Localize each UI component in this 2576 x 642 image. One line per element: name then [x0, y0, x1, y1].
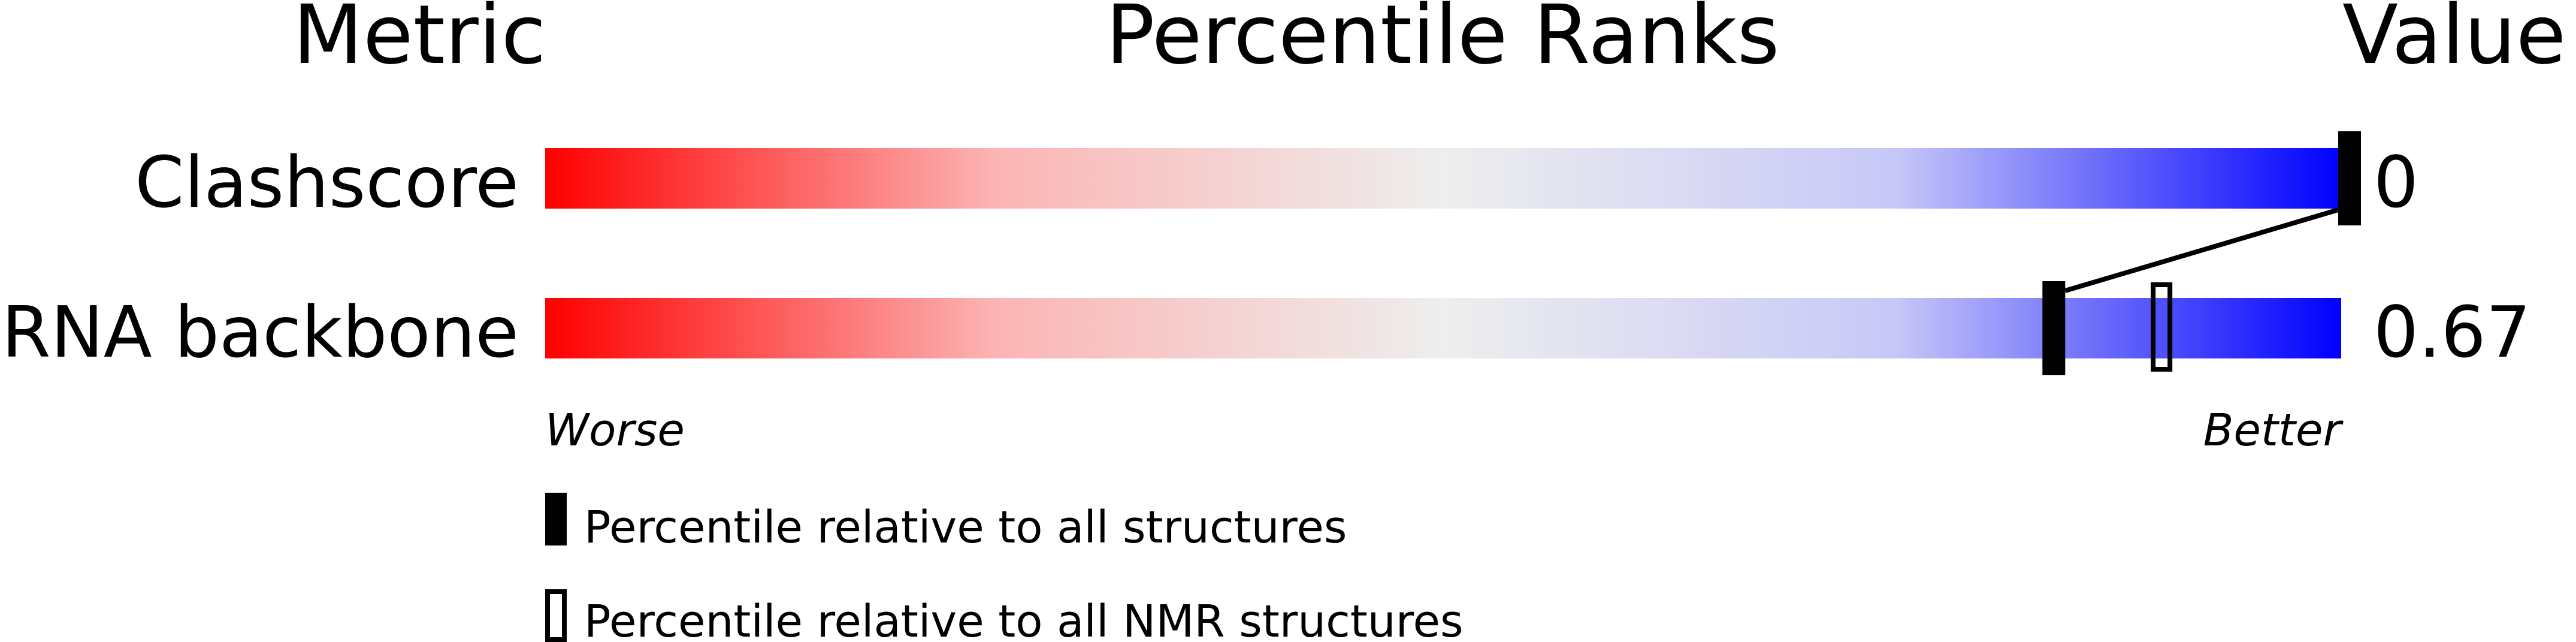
header-percentile-ranks: Percentile Ranks [1106, 0, 1780, 83]
connector-line [2064, 207, 2339, 293]
nmr-percentile-marker [2151, 282, 2173, 372]
gradient-bar [545, 148, 2341, 209]
worse-label: Worse [545, 405, 685, 456]
metric-label: RNA backbone [2, 291, 519, 373]
legend-open-marker [545, 589, 567, 642]
better-label: Better [2203, 405, 2344, 456]
legend-nmr-structures: Percentile relative to all NMR structure… [584, 596, 1464, 642]
all-percentile-marker [2338, 131, 2361, 225]
metric-value: 0.67 [2374, 291, 2531, 373]
legend-filled-marker [545, 493, 567, 545]
header-value: Value [2342, 0, 2566, 83]
legend-all-structures: Percentile relative to all structures [584, 502, 1347, 553]
metric-value: 0 [2374, 141, 2418, 224]
all-percentile-marker [2042, 281, 2066, 375]
metric-label: Clashscore [135, 141, 519, 224]
header-metric: Metric [293, 0, 546, 83]
gradient-bar [545, 298, 2341, 358]
